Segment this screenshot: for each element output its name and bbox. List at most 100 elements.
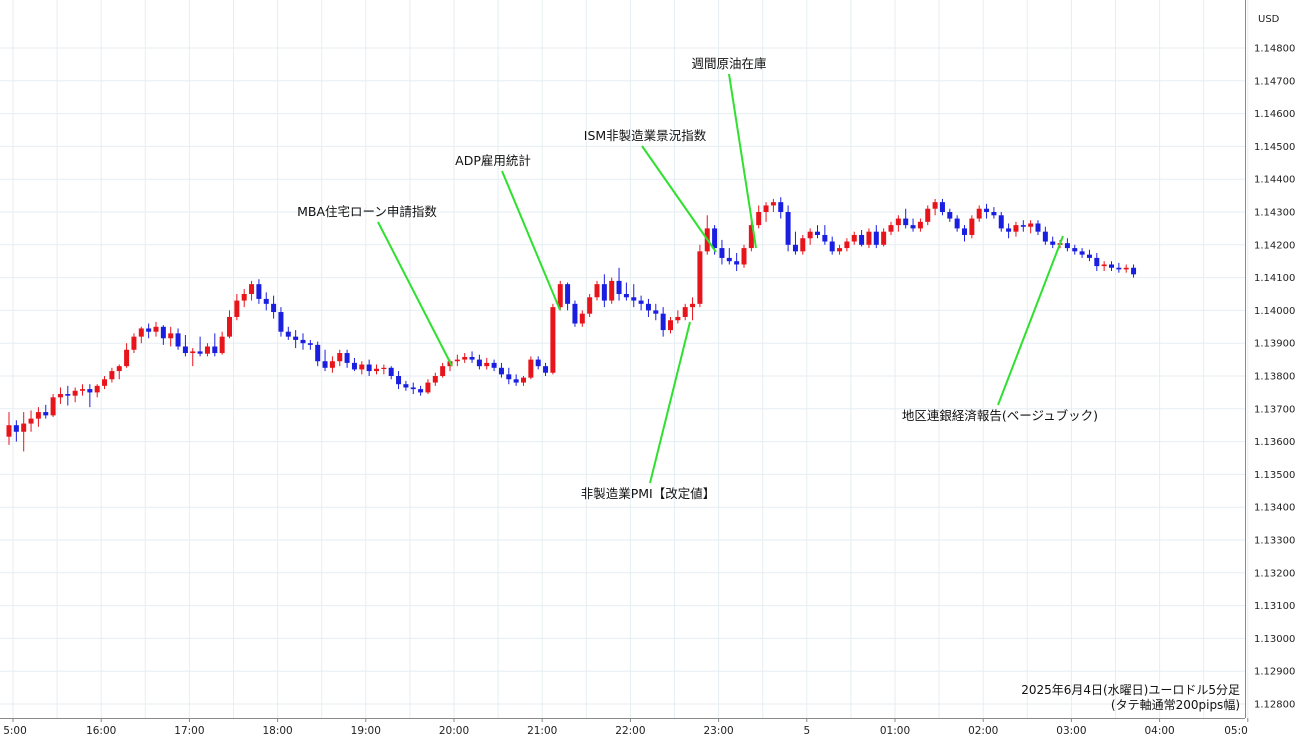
candle-body	[388, 367, 394, 376]
y-tick-label: 1.12800	[1254, 700, 1295, 711]
candle-body	[43, 412, 49, 416]
candle-body	[668, 320, 673, 331]
candle-body	[690, 303, 696, 308]
candle-body	[528, 359, 534, 378]
x-tick-label: 05:0	[1224, 725, 1248, 737]
candle-body	[1094, 257, 1100, 267]
candle-body	[182, 346, 188, 354]
candle-body	[645, 303, 651, 311]
candle-body	[829, 241, 835, 252]
candle-body	[998, 215, 1004, 229]
y-tick-label: 1.14500	[1254, 142, 1295, 153]
candle-body	[1072, 248, 1078, 252]
candle-body	[109, 371, 115, 380]
candle-body	[719, 248, 725, 258]
x-tick-label: 16:00	[86, 725, 116, 737]
candle-body	[256, 284, 262, 299]
candle-body	[1079, 251, 1085, 255]
candle-body	[219, 336, 225, 354]
candle-body	[895, 218, 901, 226]
event-annotations: MBA住宅ローン申請指数 ADP雇用統計 ISM非製造業景況指数 週間原油在庫非製造業…	[297, 56, 1098, 501]
candle-body	[543, 366, 549, 373]
candle-body	[241, 294, 247, 301]
candle-body	[623, 294, 629, 298]
candle-body	[190, 351, 196, 354]
annotation-label: 週間原油在庫	[691, 56, 766, 71]
x-tick-label: 5:00	[3, 725, 27, 737]
candle-body	[197, 351, 203, 354]
candle-body	[873, 231, 879, 245]
candle-body	[1101, 264, 1107, 267]
candle-body	[521, 377, 526, 383]
candle-body	[660, 313, 666, 331]
x-tick-label: 23:00	[703, 725, 733, 737]
candle-body	[131, 336, 137, 350]
candle-body	[1131, 267, 1137, 275]
candle-body	[94, 385, 100, 393]
annotation-line	[649, 321, 691, 484]
candle-body	[792, 244, 798, 252]
x-tick-label: 02:00	[968, 725, 998, 737]
grid-lines	[0, 0, 1249, 718]
time-axis: 5:00 16:00 17:00 18:00 19:00 20:00 21:00 22:00 2…	[0, 718, 1249, 737]
caption-line-1: 2025年6月4日(水曜日)ユーロドル5分足	[1021, 683, 1240, 697]
candle-body	[1086, 254, 1092, 258]
candle-body	[418, 389, 424, 393]
candle-body	[815, 231, 820, 235]
annotation-line	[641, 145, 717, 253]
candle-body	[1050, 241, 1056, 245]
y-tick-label: 1.13900	[1254, 339, 1295, 350]
candle-body	[116, 366, 122, 372]
candle-body	[616, 280, 622, 294]
candle-body	[462, 356, 468, 360]
candle-body	[13, 425, 19, 432]
y-tick-label: 1.14800	[1254, 44, 1295, 55]
candle-body	[35, 412, 41, 419]
candle-body	[1042, 231, 1048, 242]
candle-body	[124, 349, 130, 367]
candle-body	[1035, 223, 1041, 232]
candle-body	[322, 361, 328, 368]
candle-body	[396, 376, 402, 385]
candle-body	[925, 208, 931, 222]
chart-caption: 2025年6月4日(水曜日)ユーロドル5分足 (タテ軸通常200pips幅)	[1021, 683, 1240, 712]
candle-body	[425, 382, 431, 393]
candle-body	[1123, 267, 1129, 270]
candle-body	[160, 326, 166, 339]
annotation-label: 非製造業PMI【改定値】	[581, 486, 716, 501]
candle-body	[57, 394, 63, 398]
candle-body	[653, 310, 659, 314]
candle-body	[763, 205, 769, 212]
candle-body	[1064, 243, 1070, 249]
candle-body	[72, 390, 78, 396]
candle-body	[65, 394, 71, 396]
candle-body	[153, 326, 159, 332]
candle-body	[359, 364, 365, 370]
candle-body	[844, 241, 850, 249]
candle-body	[756, 212, 762, 226]
candle-body	[315, 344, 321, 362]
candle-body	[778, 202, 784, 212]
candle-body	[204, 346, 210, 354]
y-tick-label: 1.14000	[1254, 306, 1295, 317]
y-tick-label: 1.14700	[1254, 76, 1295, 87]
y-tick-label: 1.13400	[1254, 503, 1295, 514]
y-tick-label: 1.13000	[1254, 634, 1295, 645]
candle-body	[734, 261, 740, 265]
candle-body	[175, 333, 181, 347]
candle-body	[800, 238, 806, 252]
candle-body	[293, 336, 299, 340]
candle-body	[307, 343, 313, 345]
candle-body	[102, 379, 108, 386]
candle-body	[954, 218, 960, 229]
candle-body	[1028, 223, 1034, 227]
y-tick-label: 1.13700	[1254, 404, 1295, 415]
candle-body	[410, 387, 416, 390]
annotation-line	[501, 170, 561, 311]
x-tick-label: 21:00	[527, 725, 557, 737]
candle-body	[631, 297, 637, 301]
candle-body	[168, 333, 174, 339]
candle-body	[87, 389, 93, 393]
candle-body	[374, 368, 379, 372]
candle-body	[917, 221, 923, 229]
